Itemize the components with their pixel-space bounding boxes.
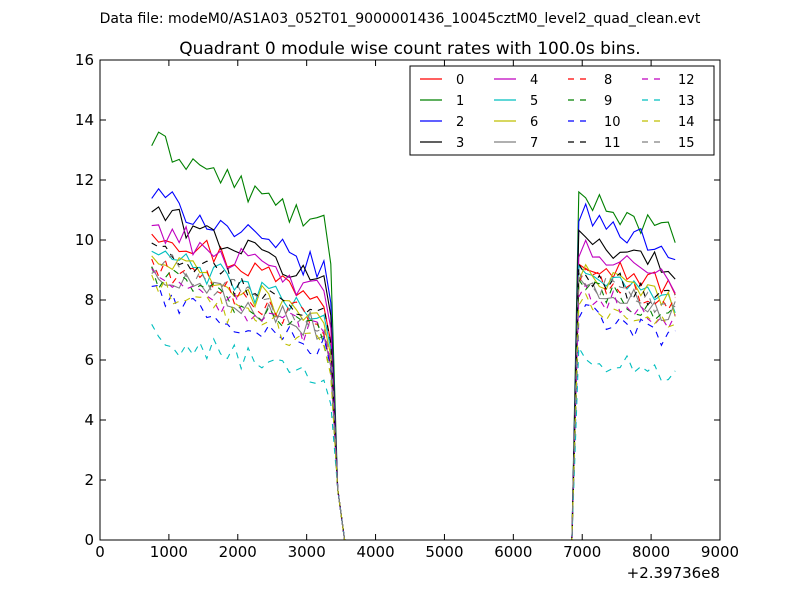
series-line-10: [151, 284, 676, 541]
y-tick-label: 0: [84, 531, 94, 549]
y-tick-label: 14: [75, 111, 94, 129]
y-tick-label: 16: [75, 51, 94, 69]
chart-supertitle: Data file: modeM0/AS1A03_052T01_90000014…: [100, 11, 701, 27]
series-line-12: [151, 268, 676, 541]
legend-label-2: 2: [456, 115, 464, 130]
legend-label-1: 1: [456, 94, 464, 109]
legend-label-7: 7: [530, 136, 538, 151]
y-tick-label: 10: [75, 231, 94, 249]
legend-label-11: 11: [604, 136, 621, 151]
x-tick-label: 2000: [219, 543, 257, 561]
x-offset-label: +2.39736e8: [627, 564, 720, 582]
series-line-13: [151, 324, 676, 541]
legend-label-0: 0: [456, 73, 464, 88]
legend-label-12: 12: [678, 73, 695, 88]
ticks-layer: 0 1000 2000 3000 4000 5000 6000 7000 8000 9000 0 2 4…: [75, 51, 739, 561]
legend-label-5: 5: [530, 94, 538, 109]
series-line-3: [151, 206, 676, 541]
y-tick-label: 8: [84, 291, 94, 309]
series-line-2: [151, 187, 676, 541]
legend-label-10: 10: [604, 115, 621, 130]
series-line-14: [151, 274, 676, 541]
legend-label-14: 14: [678, 115, 695, 130]
series-layer: [151, 131, 676, 541]
x-tick-label: 5000: [425, 543, 463, 561]
legend-label-6: 6: [530, 115, 538, 130]
legend-label-8: 8: [604, 73, 612, 88]
legend-label-4: 4: [530, 73, 538, 88]
series-line-1: [151, 131, 676, 541]
x-tick-label: 0: [95, 543, 105, 561]
x-tick-label: 4000: [356, 543, 394, 561]
x-tick-label: 1000: [150, 543, 188, 561]
legend-label-13: 13: [678, 94, 695, 109]
y-tick-label: 6: [84, 351, 94, 369]
series-line-15: [151, 254, 676, 541]
legend-label-15: 15: [678, 136, 695, 151]
series-line-4: [151, 224, 676, 541]
y-tick-label: 4: [84, 411, 94, 429]
x-tick-label: 8000: [632, 543, 670, 561]
x-tick-label: 9000: [701, 543, 739, 561]
legend-label-9: 9: [604, 94, 612, 109]
y-tick-label: 12: [75, 171, 94, 189]
y-tick-label: 2: [84, 471, 94, 489]
series-line-9: [151, 266, 676, 541]
x-tick-label: 3000: [288, 543, 326, 561]
legend-box: [409, 65, 715, 156]
x-tick-label: 6000: [494, 543, 532, 561]
x-tick-label: 7000: [563, 543, 601, 561]
chart-title: Quadrant 0 module wise count rates with …: [179, 39, 640, 59]
series-line-6: [151, 255, 676, 541]
legend-label-3: 3: [456, 136, 464, 151]
